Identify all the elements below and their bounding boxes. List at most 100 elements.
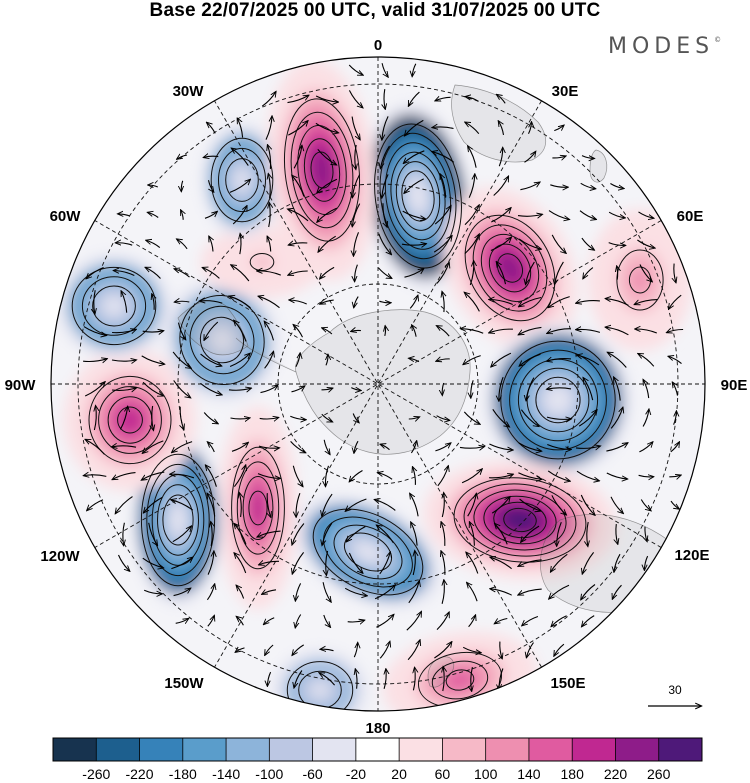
wind-vector — [434, 642, 451, 659]
wind-vector — [295, 353, 300, 367]
wind-vector — [112, 446, 137, 447]
wind-vector — [267, 237, 270, 252]
wind-vector — [261, 92, 276, 107]
wind-vector — [352, 203, 361, 227]
wind-vector — [434, 206, 451, 225]
wind-vector — [200, 301, 223, 304]
wind-vector — [381, 63, 388, 77]
contour-low-120W--180 — [146, 463, 210, 577]
wind-vector — [320, 300, 334, 304]
logo-text: MODES — [608, 34, 715, 59]
colorbar-label-1: -220 — [125, 766, 153, 782]
wind-vector — [441, 522, 445, 546]
wind-vector — [442, 493, 444, 518]
wind-vector — [521, 525, 540, 542]
wind-vector — [413, 668, 415, 691]
wind-vector — [348, 90, 362, 107]
wind-vector — [526, 377, 535, 401]
wind-vector — [547, 443, 570, 450]
wind-vector — [257, 271, 282, 276]
wind-vector — [320, 266, 335, 278]
wind-vector — [606, 443, 627, 452]
wind-vector — [379, 642, 390, 659]
lon-label-120w: 120W — [40, 548, 80, 565]
wind-vector — [409, 91, 420, 106]
wind-vector — [577, 355, 600, 366]
anomaly-fill-low-170W-5 — [353, 541, 383, 563]
wind-vector — [464, 234, 479, 255]
wind-vector — [146, 240, 161, 249]
contour-high-95W-60 — [88, 375, 172, 465]
wind-vector — [638, 475, 654, 477]
wind-vector — [291, 386, 305, 393]
wind-vector — [465, 293, 480, 312]
wind-vector — [84, 475, 107, 477]
wind-vector — [440, 174, 447, 198]
contour-high-120E-60 — [453, 477, 587, 563]
lon-label-30w: 30W — [173, 83, 205, 100]
wind-vector — [385, 326, 386, 337]
wind-vector — [465, 122, 480, 135]
wind-vector — [461, 329, 484, 334]
wind-vector — [351, 116, 360, 140]
wind-vector — [408, 417, 419, 419]
contour-high-10W-180 — [303, 138, 341, 202]
wind-vector — [470, 522, 475, 546]
wind-vector — [551, 615, 567, 627]
anomaly-fill-high-160E-4 — [444, 670, 476, 690]
wind-vector — [84, 382, 105, 397]
wind-vector — [378, 473, 393, 480]
colorbar-label-6: -20 — [346, 766, 366, 782]
contour-low-0E--140 — [390, 151, 446, 241]
wind-vector — [546, 417, 571, 419]
wind-vector — [608, 211, 625, 218]
contour-high-60E-60 — [616, 249, 664, 311]
wind-vector — [315, 95, 338, 102]
colorbar-swatch-1 — [96, 738, 140, 761]
anomaly-fill-low-55W-4 — [210, 328, 234, 352]
wind-vector — [442, 292, 444, 313]
wind-vector — [118, 214, 131, 216]
wind-vector — [491, 352, 512, 366]
wind-vector — [143, 440, 164, 453]
antarctica — [295, 309, 471, 455]
wind-vector — [518, 559, 542, 566]
wind-vector — [146, 268, 161, 279]
wind-vector — [181, 180, 182, 191]
wind-vector — [576, 329, 601, 333]
colorbar-label-4: -100 — [255, 766, 283, 782]
wind-vector — [468, 174, 475, 198]
wind-vector — [404, 178, 424, 193]
wind-vector — [409, 358, 420, 363]
colorbar-swatch-0 — [53, 738, 97, 761]
wind-vector — [355, 264, 358, 282]
wind-vector — [436, 612, 449, 630]
wind-vector — [258, 446, 279, 448]
wind-vector — [519, 498, 541, 511]
wind-vector — [551, 234, 566, 253]
wind-vector — [613, 584, 622, 599]
wind-vector — [410, 494, 419, 517]
wind-vector — [208, 442, 215, 453]
colorbar-swatch-3 — [182, 738, 227, 761]
contour-low-0E--180 — [384, 142, 452, 250]
wind-vector — [322, 522, 333, 545]
wind-vector — [519, 326, 542, 334]
wind-vector — [292, 465, 302, 487]
wind-vector — [610, 408, 623, 429]
wind-vector — [294, 670, 303, 688]
wind-vector — [265, 116, 272, 140]
wind-vector — [259, 296, 280, 309]
wind-vector — [269, 203, 271, 228]
wind-vector — [669, 294, 682, 309]
wind-vector — [116, 243, 133, 246]
wind-vector — [294, 325, 303, 338]
wind-vector — [518, 588, 542, 595]
wind-vector — [497, 95, 506, 104]
wind-vector — [405, 119, 424, 135]
wind-vector — [289, 300, 307, 305]
wind-vector — [354, 232, 360, 255]
wind-vector — [142, 381, 163, 396]
wind-vector — [111, 360, 136, 361]
